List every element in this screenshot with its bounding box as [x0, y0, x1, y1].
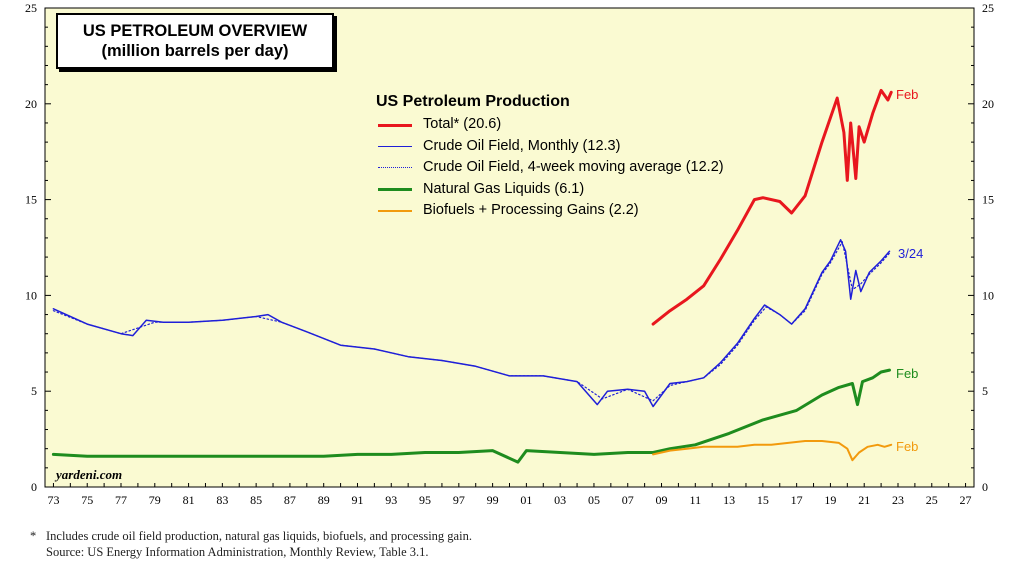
series-line-biofuels: [652, 440, 893, 462]
legend: US Petroleum Production Total* (20.6) Cru…: [376, 93, 724, 222]
x-tick-label: 87: [284, 493, 296, 507]
legend-item: Biofuels + Processing Gains (2.2): [376, 200, 724, 222]
legend-rows: Total* (20.6) Crude Oil Field, Monthly (1…: [376, 114, 724, 222]
annotation-crude: 3/24: [898, 246, 924, 261]
x-tick-label: 27: [960, 493, 972, 507]
legend-title: US Petroleum Production: [376, 93, 570, 110]
x-tick-label: 89: [318, 493, 330, 507]
legend-label: Biofuels + Processing Gains (2.2): [423, 202, 639, 218]
annotation-biofuels: Feb: [896, 439, 919, 454]
x-tick-label: 83: [216, 493, 228, 507]
legend-swatch: [378, 210, 412, 212]
x-tick-label: 75: [81, 493, 93, 507]
legend-item: Crude Oil Field, Monthly (12.3): [376, 136, 724, 158]
chart-title-box: US PETROLEUM OVERVIEW (million barrels p…: [56, 13, 334, 69]
x-tick-label: 25: [926, 493, 938, 507]
footnote-line1: Includes crude oil field production, nat…: [46, 529, 472, 543]
legend-swatch: [378, 123, 412, 127]
y-tick-label-right: 20: [982, 97, 994, 111]
x-tick-label: 97: [453, 493, 465, 507]
series-line-ngl: [51, 368, 891, 464]
y-tick-label-right: 0: [982, 480, 988, 494]
x-tick-label: 03: [554, 493, 566, 507]
legend-item: Natural Gas Liquids (6.1): [376, 179, 724, 201]
footnote-star: *: [30, 529, 37, 543]
y-tick-label-right: 15: [982, 193, 994, 207]
series-layer: [51, 88, 893, 464]
x-tick-label: 79: [149, 493, 161, 507]
legend-label: Natural Gas Liquids (6.1): [423, 180, 585, 197]
annotation-ngl: Feb: [896, 366, 919, 381]
x-tick-label: 09: [656, 493, 668, 507]
y-tick-label-right: 10: [982, 288, 994, 302]
legend-swatch: [378, 167, 412, 169]
legend-swatch: [378, 145, 412, 147]
legend-label: Total* (20.6): [423, 116, 502, 132]
legend-swatch: [378, 188, 412, 191]
x-tick-label: 17: [791, 493, 803, 507]
x-tick-label: 77: [115, 493, 127, 507]
y-tick-label: 15: [25, 193, 37, 207]
y-tick-label-right: 25: [982, 1, 994, 15]
footnote-source: Source: US Energy Information Administra…: [46, 545, 429, 559]
x-tick-label: 07: [622, 493, 634, 507]
x-tick-label: 13: [723, 493, 735, 507]
x-tick-label: 73: [47, 493, 59, 507]
x-tick-label: 91: [351, 493, 363, 507]
plot-area: [44, 7, 975, 488]
series-line-total: [651, 88, 893, 326]
x-tick-label: 15: [757, 493, 769, 507]
y-tick-label: 5: [31, 384, 37, 398]
y-tick-label: 10: [25, 288, 37, 302]
series-line-crude_ma: [52, 241, 891, 402]
series-line-crude: [52, 239, 891, 408]
x-tick-label: 93: [385, 493, 397, 507]
x-tick-label: 95: [419, 493, 431, 507]
x-tick-label: 19: [824, 493, 836, 507]
branding-label: yardeni.com: [56, 467, 123, 482]
legend-item: Total* (20.6): [376, 114, 724, 136]
legend-label: Crude Oil Field, Monthly (12.3): [423, 137, 621, 154]
chart-subtitle: (million barrels per day): [101, 42, 289, 60]
x-tick-label: 23: [892, 493, 904, 507]
y-tick-label: 25: [25, 1, 37, 15]
legend-label: Crude Oil Field, 4-week moving average (…: [423, 159, 724, 175]
y-tick-label: 0: [31, 480, 37, 494]
x-tick-label: 11: [690, 493, 702, 507]
x-tick-label: 99: [487, 493, 499, 507]
annotation-total: Feb: [896, 87, 919, 102]
y-tick-label-right: 5: [982, 384, 988, 398]
x-tick-label: 01: [520, 493, 532, 507]
x-tick-label: 05: [588, 493, 600, 507]
x-tick-label: 21: [858, 493, 870, 507]
legend-item: Crude Oil Field, 4-week moving average (…: [376, 157, 724, 179]
x-tick-label: 85: [250, 493, 262, 507]
chart-title: US PETROLEUM OVERVIEW: [82, 22, 308, 40]
x-tick-label: 81: [183, 493, 195, 507]
y-tick-label: 20: [25, 97, 37, 111]
footnote: * Includes crude oil field production, na…: [30, 528, 472, 560]
